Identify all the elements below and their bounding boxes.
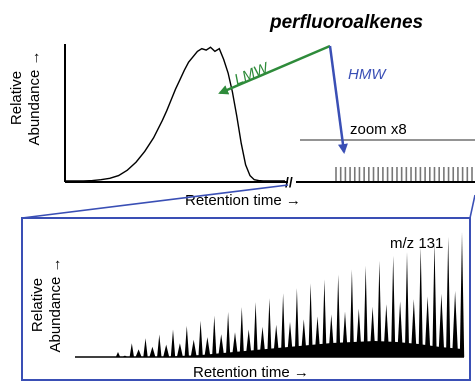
mz131-minor-peak (245, 329, 252, 357)
mz131-minor-peak (342, 311, 348, 357)
mz131-minor-peak (135, 349, 142, 357)
mz131-peak (212, 315, 217, 357)
mz131-peak (322, 279, 327, 357)
mz131-minor-peak (424, 296, 431, 357)
mz131-minor-peak (218, 334, 225, 357)
mz131-peak (377, 260, 382, 357)
mz131-minor-peak (328, 314, 335, 357)
mz131-peak (198, 320, 203, 357)
top-ylabel-line2: Abundance → (26, 50, 43, 145)
top-ylabel-line1: Relative (8, 71, 25, 125)
mz131-minor-peak (259, 326, 266, 357)
mz131-peak (157, 334, 162, 357)
bottom-xlabel: Retention time → (193, 364, 309, 381)
mz131-peak (225, 312, 231, 357)
mz131-peak (391, 255, 396, 357)
hmw-label: HMW (348, 66, 387, 83)
lmw-trace (66, 46, 285, 182)
top-xlabel: Retention time → (185, 192, 301, 209)
mz131-peak (294, 288, 300, 357)
mz131-peak (446, 237, 451, 357)
mz131-minor-peak (314, 316, 321, 357)
mz131-minor-peak (163, 344, 170, 357)
mz131-peak (253, 302, 258, 357)
top-ylabel: Relative Abundance → (8, 50, 43, 145)
mz131-minor-peak (204, 337, 211, 357)
bottom-ylabel-line2: Abundance → (47, 257, 64, 352)
bottom-ylabel: Relative Abundance → (29, 257, 64, 352)
mz131-minor-peak (149, 346, 156, 357)
mz131-peak (280, 293, 286, 357)
mz131-peak (129, 343, 134, 357)
mz131-peak (308, 283, 313, 357)
mz131-peak (432, 242, 437, 357)
hmw-arrow (328, 45, 348, 154)
mz131-peak (184, 325, 189, 357)
mz131-peak (239, 307, 244, 357)
mz131-peak (404, 252, 410, 357)
mz131-peak (267, 298, 272, 357)
chart-title: perfluoroalkenes (269, 12, 423, 33)
mz131-minor-peak (176, 343, 183, 357)
axis-break: // (285, 174, 293, 190)
zoom-peaks (335, 167, 473, 181)
mz131-minor-peak (300, 319, 307, 357)
mz131-minor-peak (287, 321, 293, 357)
mz131-minor-peak (410, 299, 417, 357)
lmw-label: LMW (232, 59, 273, 89)
bottom-ylabel-line1: Relative (29, 278, 46, 332)
lmw-arrow (218, 44, 331, 95)
mz131-minor-peak (452, 291, 459, 357)
mz131-minor-peak (438, 293, 445, 357)
mz131-peak (363, 265, 368, 357)
zoom-projection-left (21, 184, 289, 219)
mz131-minor-peak (273, 324, 280, 357)
zoom-label: zoom x8 (350, 121, 407, 138)
mz131-minor-peak (397, 301, 404, 357)
mz131-peak (349, 269, 355, 357)
mz-label: m/z 131 (390, 235, 443, 252)
mz131-minor-peak (383, 304, 390, 357)
mz131-peaks (115, 232, 465, 357)
zoom-frame (21, 217, 471, 381)
mz131-peak (459, 232, 465, 357)
mz131-minor-peak (232, 332, 238, 357)
mz131-peak (170, 329, 176, 357)
mz131-peak (336, 274, 341, 357)
mz131-minor-peak (369, 306, 376, 357)
mz131-minor-peak (355, 308, 362, 357)
mz131-minor-peak (121, 355, 128, 357)
mz131-peak (418, 247, 423, 357)
mz131-minor-peak (190, 339, 197, 357)
zoom-projection-right (469, 194, 475, 219)
mz131-peak (115, 352, 121, 357)
mz131-peak (143, 338, 148, 357)
